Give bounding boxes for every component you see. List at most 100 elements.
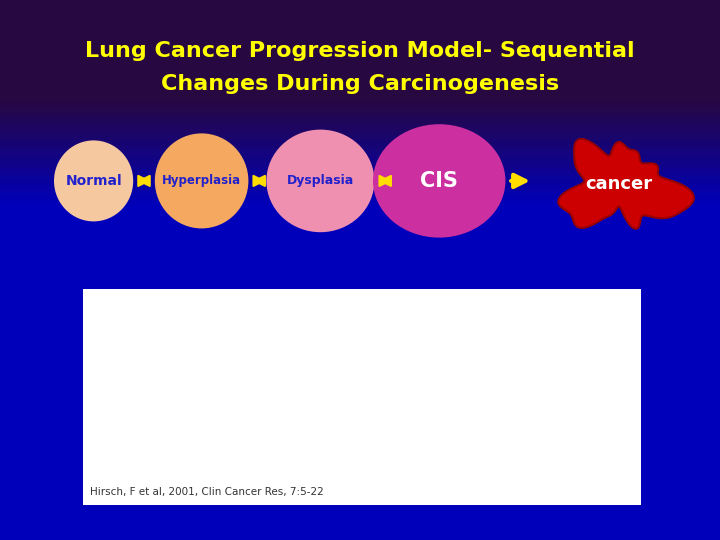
Bar [0,459,720,464]
Bar [0,470,720,475]
Bar [0,194,720,197]
Bar [0,192,720,194]
Bar [0,124,720,130]
Text: Lung Cancer Progression Model- Sequential: Lung Cancer Progression Model- Sequentia… [85,41,635,62]
Bar [0,270,720,275]
Bar [0,167,720,170]
Bar [0,122,720,124]
Bar [0,248,720,254]
Bar [0,165,720,167]
Bar [0,81,720,86]
Bar [0,143,720,146]
Bar [0,535,720,540]
Bar [0,286,720,292]
Bar [0,529,720,535]
Bar [0,97,720,103]
Bar [0,205,720,211]
Text: CIS: CIS [420,171,458,191]
Bar [0,130,720,135]
Bar [0,464,720,470]
Bar [0,524,720,529]
Bar [0,146,720,148]
Bar [0,202,720,205]
Bar [0,335,720,340]
Bar [0,178,720,184]
Bar [0,329,720,335]
Bar [0,518,720,524]
Ellipse shape [373,124,505,238]
Bar [0,111,720,113]
Bar [0,162,720,165]
Bar [0,410,720,416]
Bar [0,432,720,437]
Text: Dysplasia: Dysplasia [287,174,354,187]
Bar [0,135,720,138]
Bar [0,373,720,378]
Bar [0,184,720,186]
Bar [0,103,720,105]
Bar [0,211,720,216]
Bar [0,351,720,356]
Bar [0,173,720,176]
Bar [0,324,720,329]
Bar [0,159,720,162]
Bar [0,437,720,443]
Text: Normal: Normal [66,174,122,188]
Bar [0,216,720,221]
Bar [83,289,641,505]
Text: Hyperplasia: Hyperplasia [162,174,241,187]
Bar [0,59,720,65]
Bar [0,97,720,540]
Bar [0,146,720,151]
Bar [0,362,720,367]
Bar [0,313,720,319]
Bar [0,157,720,159]
Bar [0,70,720,76]
Bar [0,130,720,132]
Bar [0,200,720,202]
Bar [0,281,720,286]
Bar [0,148,720,151]
Ellipse shape [54,140,133,221]
Bar [0,405,720,410]
Bar [0,481,720,486]
Bar [0,124,720,127]
Bar [0,292,720,297]
Bar [0,132,720,135]
Bar [0,297,720,302]
Text: cancer: cancer [585,174,653,193]
Bar [0,97,720,100]
Bar [0,162,720,167]
Bar [0,367,720,373]
Bar [0,49,720,54]
Bar [0,189,720,194]
Bar [0,113,720,119]
Bar [0,43,720,49]
Bar [0,259,720,265]
Bar [0,154,720,157]
Bar [0,140,720,143]
Bar [0,27,720,32]
Text: Changes During Carcinogenesis: Changes During Carcinogenesis [161,73,559,94]
Bar [0,105,720,108]
Bar [0,502,720,508]
Bar [0,65,720,70]
Bar [0,238,720,243]
Bar [0,194,720,200]
Bar [0,427,720,432]
Bar [0,454,720,459]
Bar [0,346,720,351]
Bar [0,475,720,481]
Ellipse shape [266,130,374,232]
Bar [0,135,720,140]
Bar [0,92,720,97]
Bar [0,108,720,113]
Bar [0,181,720,184]
Bar [0,443,720,448]
Bar [0,197,720,200]
Bar [0,108,720,111]
Polygon shape [558,139,694,229]
Bar [0,200,720,205]
Bar [0,378,720,383]
Bar [0,189,720,192]
